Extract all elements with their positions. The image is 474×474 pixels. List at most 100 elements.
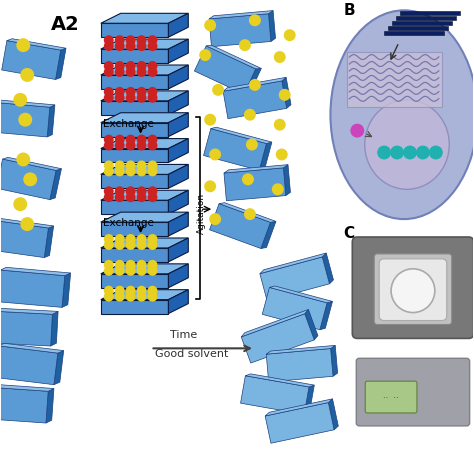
Polygon shape bbox=[101, 264, 188, 274]
Circle shape bbox=[137, 260, 146, 270]
Text: B: B bbox=[343, 3, 355, 18]
Polygon shape bbox=[101, 200, 168, 214]
Polygon shape bbox=[0, 343, 64, 353]
Polygon shape bbox=[168, 13, 188, 37]
Polygon shape bbox=[0, 220, 48, 257]
Polygon shape bbox=[101, 190, 188, 200]
Circle shape bbox=[403, 146, 417, 159]
Polygon shape bbox=[101, 238, 188, 248]
Polygon shape bbox=[224, 168, 286, 201]
Ellipse shape bbox=[365, 100, 449, 189]
Circle shape bbox=[126, 286, 136, 296]
Polygon shape bbox=[388, 26, 448, 30]
Polygon shape bbox=[266, 348, 333, 382]
Polygon shape bbox=[241, 310, 309, 337]
Circle shape bbox=[147, 61, 157, 71]
Circle shape bbox=[147, 135, 157, 145]
Circle shape bbox=[104, 141, 114, 151]
Polygon shape bbox=[50, 169, 62, 200]
Circle shape bbox=[137, 61, 146, 71]
Circle shape bbox=[115, 41, 125, 51]
Polygon shape bbox=[2, 41, 61, 80]
Polygon shape bbox=[0, 102, 50, 137]
Circle shape bbox=[115, 166, 125, 176]
Polygon shape bbox=[392, 21, 452, 25]
Polygon shape bbox=[168, 113, 188, 137]
Polygon shape bbox=[0, 270, 65, 307]
Circle shape bbox=[147, 166, 157, 176]
Circle shape bbox=[147, 141, 157, 151]
Polygon shape bbox=[203, 128, 266, 171]
Circle shape bbox=[199, 49, 211, 61]
Circle shape bbox=[137, 192, 146, 202]
Polygon shape bbox=[101, 164, 188, 174]
Polygon shape bbox=[384, 31, 444, 35]
Polygon shape bbox=[396, 16, 456, 20]
Polygon shape bbox=[101, 248, 168, 262]
Circle shape bbox=[147, 41, 157, 51]
Circle shape bbox=[137, 135, 146, 145]
Circle shape bbox=[147, 286, 157, 296]
Circle shape bbox=[137, 41, 146, 51]
Circle shape bbox=[212, 84, 224, 96]
Polygon shape bbox=[209, 14, 271, 46]
Polygon shape bbox=[0, 267, 71, 276]
Polygon shape bbox=[206, 46, 261, 69]
Circle shape bbox=[147, 234, 157, 244]
Circle shape bbox=[13, 197, 27, 211]
FancyBboxPatch shape bbox=[379, 259, 447, 320]
Circle shape bbox=[115, 35, 125, 45]
Polygon shape bbox=[101, 91, 188, 101]
Polygon shape bbox=[265, 399, 333, 416]
Polygon shape bbox=[305, 310, 318, 340]
Polygon shape bbox=[330, 346, 337, 376]
Polygon shape bbox=[2, 157, 62, 171]
Circle shape bbox=[272, 183, 284, 195]
Circle shape bbox=[249, 14, 261, 26]
Circle shape bbox=[115, 266, 125, 276]
Polygon shape bbox=[261, 221, 276, 248]
Polygon shape bbox=[268, 10, 275, 42]
Polygon shape bbox=[262, 287, 327, 330]
Circle shape bbox=[126, 35, 136, 45]
Circle shape bbox=[274, 118, 286, 131]
Circle shape bbox=[147, 35, 157, 45]
Circle shape bbox=[126, 161, 136, 170]
Polygon shape bbox=[224, 164, 288, 173]
Polygon shape bbox=[320, 301, 332, 330]
Circle shape bbox=[104, 161, 114, 170]
Circle shape bbox=[390, 146, 404, 159]
Circle shape bbox=[137, 286, 146, 296]
Polygon shape bbox=[101, 75, 168, 89]
Circle shape bbox=[104, 266, 114, 276]
Circle shape bbox=[126, 166, 136, 176]
Circle shape bbox=[137, 141, 146, 151]
Circle shape bbox=[104, 292, 114, 301]
Polygon shape bbox=[244, 68, 261, 94]
Polygon shape bbox=[168, 290, 188, 313]
Polygon shape bbox=[168, 212, 188, 236]
Circle shape bbox=[104, 186, 114, 196]
Circle shape bbox=[244, 109, 256, 121]
Circle shape bbox=[137, 266, 146, 276]
Polygon shape bbox=[46, 389, 54, 423]
Circle shape bbox=[204, 180, 216, 192]
Circle shape bbox=[137, 161, 146, 170]
Circle shape bbox=[115, 286, 125, 296]
Circle shape bbox=[126, 186, 136, 196]
Circle shape bbox=[104, 35, 114, 45]
Circle shape bbox=[126, 260, 136, 270]
Polygon shape bbox=[223, 81, 287, 118]
Polygon shape bbox=[210, 204, 271, 248]
Circle shape bbox=[126, 266, 136, 276]
Circle shape bbox=[115, 161, 125, 170]
FancyBboxPatch shape bbox=[365, 381, 417, 413]
FancyBboxPatch shape bbox=[374, 254, 452, 325]
Circle shape bbox=[115, 292, 125, 301]
Polygon shape bbox=[101, 123, 168, 137]
Polygon shape bbox=[101, 65, 188, 75]
Polygon shape bbox=[101, 274, 168, 288]
Circle shape bbox=[274, 51, 286, 63]
Circle shape bbox=[147, 87, 157, 97]
Circle shape bbox=[137, 292, 146, 301]
